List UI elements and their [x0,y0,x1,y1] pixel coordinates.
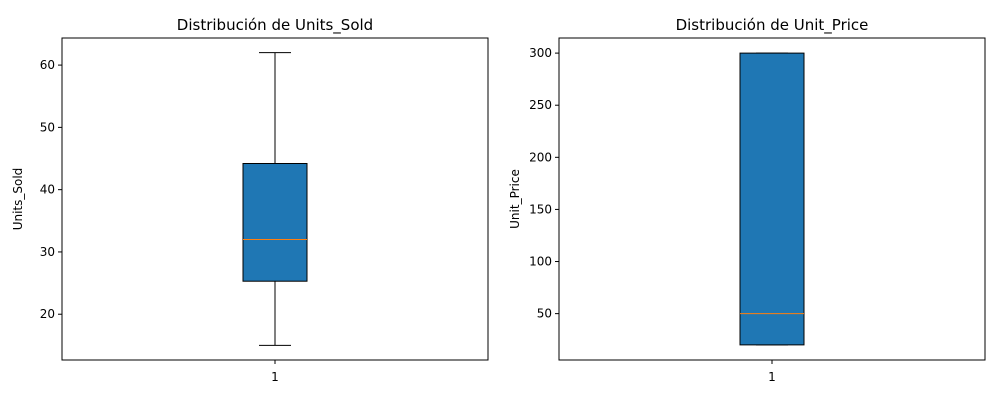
y-tick-label: 20 [40,307,55,321]
axes-frame [558,37,986,361]
chart-title: Distribución de Units_Sold [177,16,373,35]
y-tick-label: 250 [529,98,552,112]
y-axis-label: Units_Sold [11,168,25,231]
axes-frame [61,37,489,361]
chart-unit-price: Distribución de Unit_Price Unit_Price 50 10… [508,16,986,384]
y-tick-label: 30 [40,245,55,259]
y-axis-label: Unit_Price [508,169,522,229]
y-tick-label: 100 [529,255,552,269]
chart-units-sold: Distribución de Units_Sold Units_Sold 20 30… [11,16,489,384]
y-tick-label: 60 [40,58,55,72]
x-tick-label: 1 [768,370,776,384]
y-tick-label: 50 [537,307,552,321]
y-tick-label: 200 [529,150,552,164]
box-iqr [739,52,805,346]
y-tick-label: 150 [529,202,552,216]
chart-title: Distribución de Unit_Price [676,16,869,35]
x-tick-label: 1 [271,370,279,384]
y-tick-label: 50 [40,120,55,134]
box-iqr [242,162,308,282]
y-tick-label: 40 [40,183,55,197]
y-tick-label: 300 [529,46,552,60]
